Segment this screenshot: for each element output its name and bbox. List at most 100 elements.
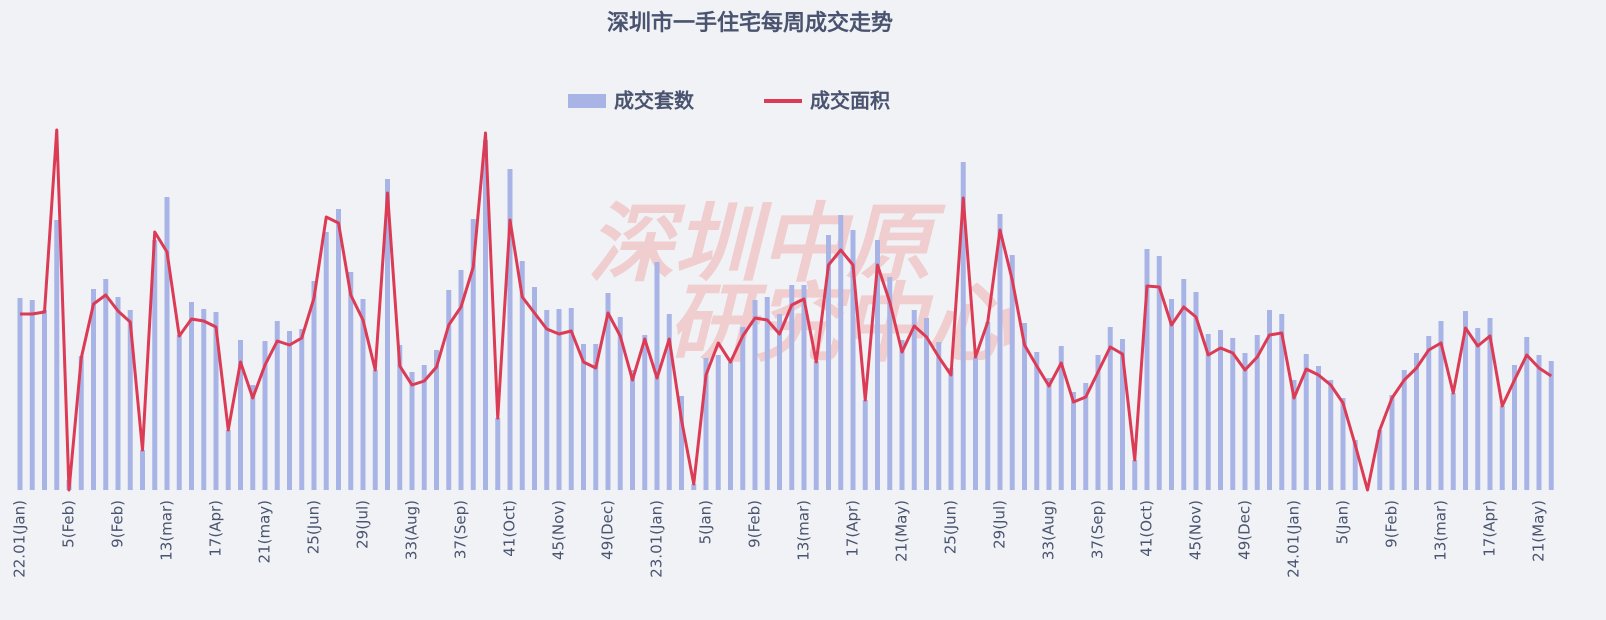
bar [1071,392,1076,490]
bar [42,310,47,490]
bar [458,270,464,490]
bar [703,358,709,490]
bar [238,340,243,490]
x-tick-label: 25(Jun) [942,500,960,554]
bar [532,287,537,490]
x-tick-label: 9(Feb) [1383,500,1401,548]
bar [348,272,354,490]
bar [544,310,550,490]
x-tick-label: 13(mar) [158,500,176,561]
bar [838,215,844,490]
bar [1144,249,1150,490]
bar [1524,337,1530,490]
x-tick-label: 37(Sep) [1089,500,1107,559]
bar [973,357,978,490]
bar [801,285,807,490]
bar [1487,318,1493,490]
bar [948,368,954,490]
bar [1156,256,1162,490]
bar [1107,327,1113,490]
bar [1291,380,1297,490]
bar [1046,378,1052,490]
bar [176,335,182,490]
x-tick-label: 9(Feb) [746,500,764,548]
bar [1058,346,1064,490]
bar [556,309,562,490]
bar [740,327,746,490]
bar [1316,366,1321,490]
bar [360,299,366,490]
x-tick-label: 49(Dec) [1236,500,1254,560]
bar [862,400,868,490]
x-tick-label: 17(Apr) [844,500,862,557]
bar [140,450,145,490]
bar [336,209,341,490]
bar [507,169,513,490]
bar [1181,279,1187,490]
bar [213,312,219,490]
x-tick-label: 13(mar) [795,500,813,561]
bar [997,214,1003,490]
x-tick-label: 49(Dec) [599,500,617,560]
bar [789,285,795,490]
x-tick-label: 41(Oct) [501,500,519,557]
bar [1022,323,1027,490]
x-tick-label: 41(Oct) [1138,500,1156,557]
bar [262,341,268,490]
x-tick-label: 29(Jul) [354,500,372,549]
bar [911,310,917,490]
bar [29,300,35,490]
legend-swatch [568,94,606,108]
bar [17,298,23,490]
bar [679,396,684,490]
bar [1193,292,1199,490]
bar [960,162,966,490]
bar [189,302,194,490]
line [20,128,1553,492]
bar [666,314,672,490]
x-tick-label: 24.01(Jan) [1285,500,1303,578]
bar [299,329,305,490]
x-tick-label: 5(Jan) [1334,500,1352,544]
bar [1083,383,1089,490]
bar [495,418,501,490]
bar [1401,370,1407,490]
bar [91,289,96,490]
bar [813,361,819,490]
x-tick-label: 23.01(Jan) [648,500,666,578]
bar [372,370,378,490]
bar [397,345,403,490]
bar [1218,330,1223,490]
legend-label: 成交面积 [810,89,890,113]
bar [924,318,929,490]
bar [1450,393,1456,490]
x-tick-label: 22.01(Jan) [11,500,29,578]
bar [250,385,256,490]
bar [483,140,488,490]
watermark: 深圳中原 [588,194,946,294]
bar [1548,361,1554,490]
bar [519,261,525,490]
bar [287,331,292,490]
x-tick-label: 45(Nov) [1187,500,1205,560]
bar [568,308,574,490]
bar [1438,321,1444,490]
x-tick-label: 5(Jan) [697,500,715,544]
bar [1205,334,1211,490]
bar [985,322,991,490]
bar [752,300,758,490]
bar [1389,395,1395,490]
bar [850,230,856,490]
bar [777,314,782,490]
bar [630,370,635,490]
bar [201,309,207,490]
bar [115,297,121,490]
x-tick-label: 17(Apr) [1481,500,1499,557]
bar [899,340,905,490]
x-tick-label: 33(Aug) [403,500,421,560]
bar [1414,353,1419,490]
bar [715,355,721,490]
bar [605,293,611,490]
bar [1426,336,1432,490]
x-tick-label: 13(mar) [1432,500,1450,561]
